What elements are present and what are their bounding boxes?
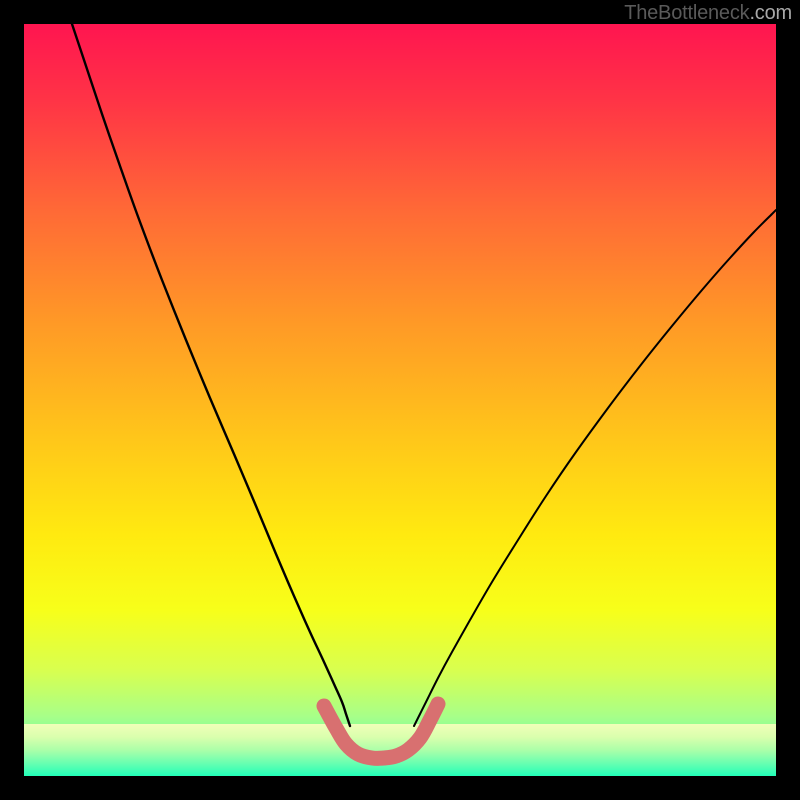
watermark: TheBottleneck.com	[624, 2, 792, 25]
watermark-dark: TheBottleneck	[624, 2, 749, 24]
gradient-background	[24, 24, 776, 776]
plot-svg	[24, 24, 776, 776]
chart-frame: TheBottleneck.com	[0, 0, 800, 800]
plot-area	[24, 24, 776, 776]
watermark-light: .com	[749, 2, 792, 24]
